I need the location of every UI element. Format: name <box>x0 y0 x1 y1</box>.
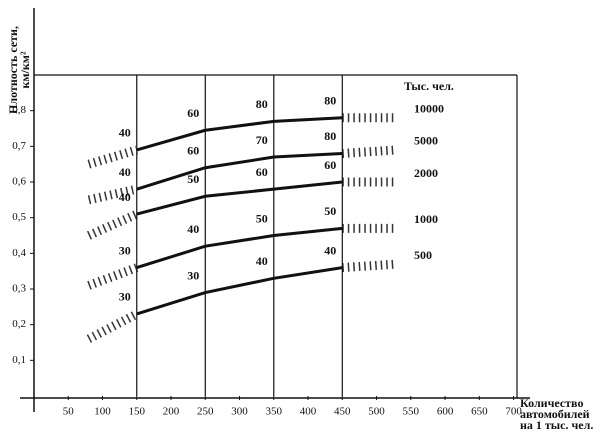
curve <box>136 180 343 216</box>
curve <box>136 226 343 270</box>
point-label: 80 <box>256 97 268 111</box>
point-label: 40 <box>119 126 131 140</box>
curve <box>136 116 343 152</box>
point-label: 30 <box>119 243 131 257</box>
point-label: 80 <box>324 94 336 108</box>
hatched-band <box>87 263 139 290</box>
hatched-band <box>86 209 139 240</box>
y-tick-label: 0,4 <box>12 247 26 259</box>
y-tick-label: 0,8 <box>12 104 26 116</box>
point-label: 60 <box>256 165 268 179</box>
x-tick-label: 600 <box>437 406 454 418</box>
y-tick-label: 0,7 <box>12 140 26 152</box>
x-tick-label: 500 <box>368 406 385 418</box>
y-tick-label: 0,5 <box>12 211 26 223</box>
legend-label: 5000 <box>414 134 438 148</box>
point-label: 40 <box>256 254 268 268</box>
point-label: 50 <box>187 172 199 186</box>
point-label: 40 <box>119 190 131 204</box>
point-label: 30 <box>119 290 131 304</box>
x-tick-label: 650 <box>471 406 488 418</box>
hatched-band <box>342 259 398 273</box>
point-label: 40 <box>324 243 336 257</box>
x-tick-label: 450 <box>334 406 351 418</box>
point-label: 70 <box>256 133 268 147</box>
legend-label: 2000 <box>414 166 438 180</box>
y-axis-label-line: км/км² <box>18 51 32 89</box>
x-tick-label: 350 <box>266 406 283 418</box>
point-label: 50 <box>256 211 268 225</box>
curve <box>136 266 343 316</box>
y-tick-label: 0,1 <box>12 354 26 366</box>
point-label: 40 <box>119 165 131 179</box>
point-label: 40 <box>187 222 199 236</box>
legend-title: Тыс. чел. <box>404 79 454 93</box>
point-label: 30 <box>187 268 199 282</box>
point-label: 60 <box>187 106 199 120</box>
y-axis-label: Плотность сети,км/км² <box>6 26 32 114</box>
y-tick-label: 0,2 <box>12 318 26 330</box>
x-axis-label: на 1 тыс. чел. <box>520 418 593 432</box>
point-label: 60 <box>187 143 199 157</box>
legend-label: 500 <box>414 248 432 262</box>
hatched-band <box>342 145 398 158</box>
x-tick-label: 700 <box>505 406 522 418</box>
x-tick-label: 50 <box>63 406 75 418</box>
x-tick-label: 100 <box>94 406 111 418</box>
y-tick-label: 0,3 <box>12 283 26 295</box>
x-tick-label: 150 <box>129 406 146 418</box>
curve <box>136 151 343 191</box>
x-tick-label: 400 <box>300 406 317 418</box>
legend-label: 10000 <box>414 102 444 116</box>
x-tick-label: 200 <box>163 406 180 418</box>
x-tick-label: 550 <box>403 406 420 418</box>
y-axis-label-line: Плотность сети, <box>6 26 20 114</box>
hatched-band <box>86 309 139 343</box>
point-label: 80 <box>324 129 336 143</box>
hatched-band <box>87 145 139 169</box>
x-axis-label: Количество <box>520 396 583 410</box>
point-label: 50 <box>324 204 336 218</box>
legend-label: 1000 <box>414 212 438 226</box>
x-tick-label: 250 <box>197 406 214 418</box>
x-axis-label: автомобилей <box>520 407 590 421</box>
x-tick-label: 300 <box>231 406 248 418</box>
y-tick-label: 0,6 <box>12 176 26 188</box>
point-label: 60 <box>324 158 336 172</box>
